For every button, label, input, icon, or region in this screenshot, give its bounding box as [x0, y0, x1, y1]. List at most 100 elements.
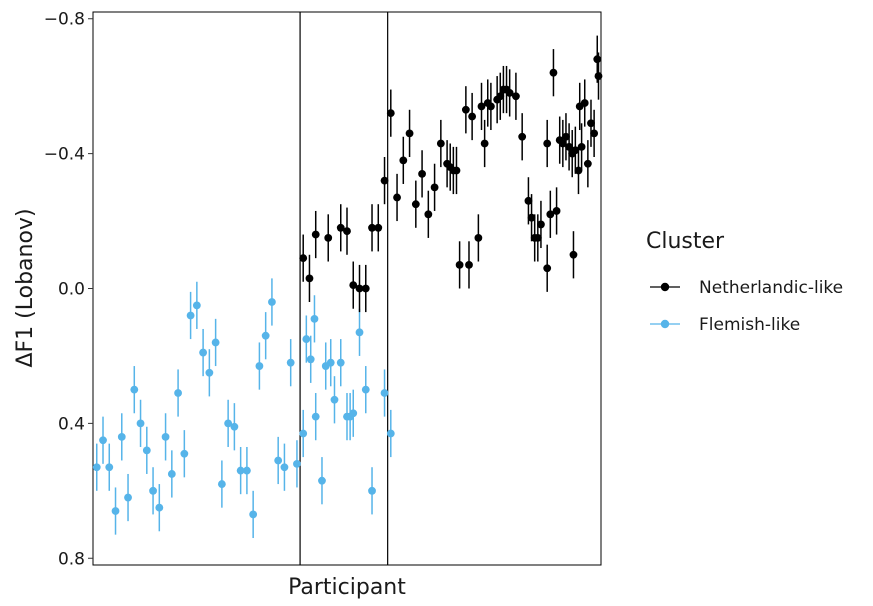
data-point	[386, 429, 395, 438]
data-point	[496, 92, 505, 101]
data-point	[336, 223, 345, 232]
data-point	[368, 223, 376, 232]
data-point	[512, 92, 520, 101]
legend-item-netherlandic: Netherlandic-like	[650, 278, 843, 298]
data-point	[142, 446, 151, 455]
data-point	[311, 412, 320, 421]
data-point	[230, 422, 239, 431]
data-point	[305, 274, 314, 283]
data-point	[518, 132, 527, 141]
legend-label-flemish: Flemish-like	[699, 315, 800, 335]
cluster-dividers	[299, 12, 389, 565]
data-point	[293, 459, 301, 468]
x-axis-title: Participant	[288, 575, 406, 600]
data-point	[405, 129, 414, 138]
data-point	[558, 139, 567, 148]
data-point	[224, 419, 233, 428]
data-point	[105, 463, 114, 472]
data-point	[306, 355, 315, 364]
data-point	[361, 385, 370, 394]
data-point	[286, 358, 295, 367]
data-point	[280, 463, 289, 472]
data-point	[268, 298, 276, 306]
data-point	[299, 429, 308, 438]
data-point	[465, 260, 473, 269]
data-point	[249, 510, 258, 519]
data-point	[161, 432, 170, 441]
data-point	[174, 389, 182, 397]
data-point	[343, 227, 351, 236]
data-point	[92, 463, 101, 472]
data-point	[480, 139, 489, 148]
data-point	[593, 55, 602, 64]
data-point	[199, 348, 208, 357]
data-point	[583, 159, 592, 168]
data-point	[374, 223, 383, 232]
data-point	[399, 156, 408, 165]
data-point	[546, 210, 555, 219]
data-point	[111, 507, 120, 515]
data-point	[355, 328, 364, 337]
data-point	[537, 220, 545, 229]
data-point	[577, 142, 586, 151]
data-point	[411, 200, 420, 209]
data-point	[186, 311, 195, 320]
data-point	[533, 234, 542, 242]
data-point	[393, 193, 401, 202]
data-point	[255, 362, 264, 370]
data-point	[446, 163, 455, 172]
data-point	[468, 112, 477, 121]
data-point	[349, 281, 358, 290]
data-point	[261, 331, 270, 340]
data-point	[217, 480, 226, 488]
data-point	[477, 102, 486, 111]
data-points	[92, 55, 603, 519]
data-point	[243, 466, 251, 475]
data-point	[594, 72, 603, 80]
data-point	[483, 99, 492, 107]
data-point	[149, 486, 157, 495]
data-point	[502, 85, 511, 94]
data-point	[274, 456, 283, 465]
data-point	[452, 166, 461, 175]
data-point	[346, 412, 355, 421]
legend-item-flemish: Flemish-like	[650, 315, 800, 335]
data-point	[336, 358, 345, 367]
plot-panel	[92, 11, 602, 566]
data-point	[211, 338, 220, 347]
data-point	[299, 254, 308, 263]
data-point	[455, 260, 464, 269]
data-point	[311, 230, 320, 239]
data-point	[130, 385, 139, 394]
y-axis-title: ΔF1 (Lobanov)	[13, 208, 38, 367]
data-point	[330, 395, 339, 404]
data-point	[326, 358, 335, 367]
data-point	[549, 68, 558, 77]
data-point	[117, 432, 126, 441]
data-point	[562, 132, 570, 141]
data-point	[524, 196, 533, 205]
data-point	[430, 183, 439, 192]
y-tick-label: 0.8	[58, 549, 85, 569]
data-point	[574, 166, 583, 175]
y-tick-label: 0.4	[58, 414, 85, 434]
data-point	[552, 207, 561, 215]
data-point	[155, 503, 164, 512]
data-point	[527, 213, 536, 222]
data-point	[318, 476, 326, 485]
data-point	[205, 368, 214, 377]
data-point	[569, 250, 578, 259]
data-point	[368, 486, 376, 495]
data-point	[424, 210, 433, 219]
data-point	[543, 139, 552, 148]
y-tick-label: −0.4	[44, 145, 85, 165]
data-point	[380, 389, 389, 397]
y-tick-label: 0.0	[58, 280, 85, 300]
data-point	[236, 466, 245, 475]
data-point	[543, 264, 552, 273]
data-point	[436, 139, 445, 148]
y-tick-label: −0.8	[44, 10, 85, 30]
data-point	[461, 105, 470, 114]
legend: Cluster Netherlandic-like Flemish-like	[646, 229, 843, 335]
